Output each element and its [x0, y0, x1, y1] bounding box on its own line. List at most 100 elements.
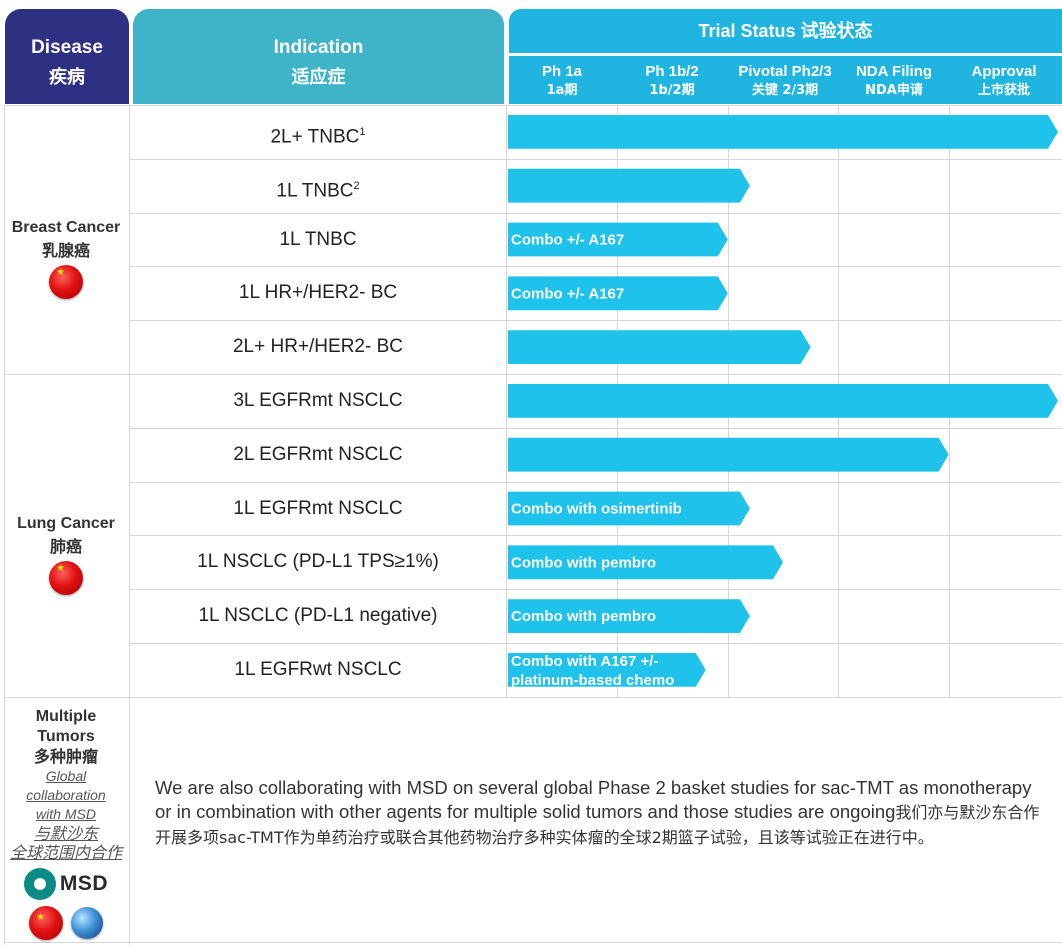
disease-name-cn: 多种肿瘤	[33, 747, 98, 766]
disease-name-cn: 肺癌	[49, 537, 82, 556]
disease-header-en: Disease	[31, 37, 103, 58]
phase-label-en: Pivotal Ph2/3	[738, 63, 832, 80]
row-divider	[130, 266, 1062, 267]
disease-breast-cancer: Breast Cancer 乳腺癌	[2, 219, 130, 299]
bar-label: Combo with pembro	[511, 608, 656, 625]
disease-name-en: Breast Cancer	[11, 219, 121, 236]
row-divider	[130, 320, 1062, 321]
row-divider	[130, 643, 1062, 644]
progress-bar	[508, 545, 783, 580]
progress-bar	[508, 168, 750, 203]
china-flag-icon	[49, 561, 83, 595]
indication-label: 1L HR+/HER2- BC	[130, 266, 506, 320]
phase-header: Approval 上市获批	[949, 62, 1059, 100]
collaboration-note[interactable]: collaboration	[26, 787, 106, 803]
table-bottom-border	[4, 942, 1062, 943]
progress-bar	[508, 491, 750, 526]
phase-label-cn: 1b/2期	[649, 83, 695, 98]
collaboration-note[interactable]: Global	[45, 768, 87, 784]
phase-label-en: Ph 1a	[541, 63, 583, 80]
phase-label-cn: NDA申请	[865, 83, 923, 98]
bar-label: Combo with A167 +/-	[511, 653, 658, 670]
progress-bar	[508, 653, 706, 687]
phase-label-en: Approval	[971, 63, 1037, 80]
row-divider	[4, 374, 1062, 375]
indication-header-en: Indication	[273, 37, 364, 58]
table-left-border	[4, 105, 5, 945]
indication-label: 1L NSCLC (PD-L1 negative)	[130, 589, 506, 643]
indication-label: 1L EGFRwt NSCLC	[130, 643, 506, 697]
indication-text: 1L NSCLC (PD-L1 negative)	[198, 605, 438, 627]
indication-text: 2L+ TNBC	[270, 126, 360, 148]
phase-label-cn: 关键 2/3期	[751, 83, 819, 98]
indication-label: 1L TNBC2	[130, 159, 506, 213]
indication-text: 1L TNBC	[276, 180, 354, 202]
row-divider	[4, 697, 1062, 698]
region-icons	[2, 906, 130, 940]
note-text-en: We are also collaborating with MSD on se…	[155, 777, 1032, 822]
indication-label: 2L+ TNBC1	[130, 105, 506, 159]
progress-bar	[508, 222, 728, 257]
footnote-marker: 1	[359, 126, 366, 138]
progress-bar	[508, 330, 811, 364]
collaboration-note[interactable]: with MSD	[36, 806, 96, 822]
row-divider	[130, 159, 1062, 160]
disease-column-divider	[129, 105, 130, 945]
row-divider	[130, 589, 1062, 590]
bar-label: platinum-based chemo	[511, 672, 674, 689]
indication-text: 1L EGFRwt NSCLC	[234, 659, 402, 680]
progress-bar	[508, 115, 1058, 149]
indication-label: 1L TNBC	[130, 213, 506, 267]
row-divider	[130, 428, 1062, 429]
disease-multiple-tumors: Multiple Tumors 多种肿瘤 Global collaboratio…	[2, 707, 130, 940]
indication-column-header: Indication 适应症	[133, 9, 504, 104]
collaboration-note[interactable]: 与默沙东	[33, 824, 98, 843]
disease-name-cn: 乳腺癌	[41, 241, 90, 260]
indication-label: 2L+ HR+/HER2- BC	[130, 320, 506, 374]
progress-bar	[508, 384, 1058, 418]
china-flag-icon	[29, 906, 63, 940]
indication-text: 1L EGFRmt NSCLC	[233, 497, 403, 519]
collaboration-note[interactable]: 全球范围内合作	[9, 843, 122, 862]
msd-logo: MSD	[2, 868, 130, 900]
bar-label: Combo with pembro	[511, 554, 656, 571]
phase-label-cn: 1a期	[546, 83, 578, 98]
row-divider	[130, 535, 1062, 536]
indication-text: 2L EGFRmt NSCLC	[233, 443, 403, 465]
disease-column-header: Disease 疾病	[5, 9, 129, 104]
indication-label: 1L EGFRmt NSCLC	[130, 482, 506, 536]
phase-header: Ph 1a 1a期	[507, 62, 617, 100]
msd-logo-icon	[23, 868, 56, 900]
row-divider	[130, 213, 1062, 214]
indication-label: 3L EGFRmt NSCLC	[130, 374, 506, 428]
phase-label-en: NDA Filing	[855, 63, 933, 80]
progress-bar	[508, 276, 728, 311]
disease-lung-cancer: Lung Cancer 肺癌	[2, 515, 130, 595]
disease-header-cn: 疾病	[49, 67, 85, 88]
row-divider	[130, 482, 1062, 483]
indication-text: 3L EGFRmt NSCLC	[233, 390, 403, 411]
phase-label-cn: 上市获批	[977, 83, 1030, 98]
indication-text: 1L HR+/HER2- BC	[238, 282, 398, 304]
msd-logo-text: MSD	[59, 872, 109, 895]
china-flag-icon	[49, 265, 83, 299]
phase-header: Pivotal Ph2/3 关键 2/3期	[727, 62, 843, 100]
bar-label: Combo +/- A167	[511, 285, 624, 302]
bar-label: Combo with osimertinib	[511, 501, 682, 518]
globe-icon	[71, 907, 103, 939]
indication-text: 1L NSCLC (PD-L1 TPS≥1%)	[197, 551, 439, 573]
trial-status-header: Trial Status 试验状态	[509, 9, 1062, 53]
multiple-tumors-note: We are also collaborating with MSD on se…	[155, 776, 1045, 850]
row-divider	[4, 105, 1062, 106]
indication-label: 2L EGFRmt NSCLC	[130, 428, 506, 482]
indication-label: 1L NSCLC (PD-L1 TPS≥1%)	[130, 535, 506, 589]
indication-column-divider	[506, 105, 507, 697]
phase-header: NDA Filing NDA申请	[839, 62, 949, 100]
progress-bar	[508, 599, 750, 633]
disease-name-en: Lung Cancer	[17, 515, 115, 532]
note-text-cn: 我们亦与默沙东合作开展多项sac-TMT作为单药治疗或联合其他药物治疗多种实体瘤…	[155, 803, 1040, 847]
disease-name-en: Tumors	[37, 728, 95, 745]
indication-text: 2L+ HR+/HER2- BC	[232, 336, 403, 358]
phase-header-row: Ph 1a 1a期 Ph 1b/2 1b/2期 Pivotal Ph2/3 关键…	[509, 56, 1062, 104]
